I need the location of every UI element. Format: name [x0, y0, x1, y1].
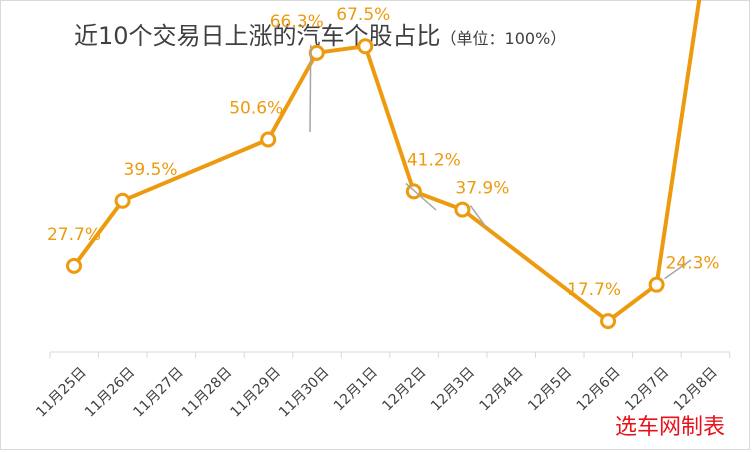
data-labels: 27.7% 39.5% 50.6% 66.3% 67.5% 41.2% 37.9% 17.7%… [47, 5, 720, 300]
data-label: 17.7% [567, 280, 621, 300]
chart-title: 近10个交易日上涨的汽车个股占比（单位：100%） [74, 22, 566, 50]
x-tick-label: 11月25日 [33, 364, 89, 420]
x-axis: 11月25日11月26日11月27日11月28日11月29日11月30日12月1… [33, 351, 731, 421]
data-label: 27.7% [47, 225, 101, 245]
data-point [66, 257, 82, 274]
data-label: 50.6% [229, 98, 283, 118]
x-tick-label: 11月30日 [276, 364, 332, 420]
data-label: 24.3% [666, 254, 720, 274]
chart-title-main: 近10个交易日上涨的汽车个股占比 [74, 22, 441, 50]
leader-line [664, 259, 692, 280]
series-line [72, 0, 702, 324]
x-tick-label: 12月5日 [525, 364, 575, 414]
data-point [308, 44, 325, 61]
x-tick-label: 12月3日 [428, 364, 478, 414]
x-tick-label: 11月26日 [82, 364, 138, 420]
leader-line [469, 205, 487, 228]
x-tick-label: 12月2日 [379, 364, 429, 414]
chart-title-unit: （单位：100%） [441, 29, 567, 48]
data-label: 37.9% [455, 179, 509, 199]
x-tick-label: 11月28日 [179, 364, 235, 420]
x-tick-label: 12月8日 [671, 364, 721, 414]
data-label: 67.5% [336, 5, 390, 25]
data-label: 39.5% [124, 160, 178, 180]
data-point [114, 192, 131, 209]
x-tick-label: 12月1日 [331, 364, 381, 414]
data-point [454, 201, 471, 218]
x-tick-label: 11月27日 [130, 364, 186, 420]
data-label: 41.2% [407, 150, 461, 170]
x-tick-label: 12月6日 [574, 364, 624, 414]
data-label: 66.3% [270, 12, 324, 32]
x-tick-label: 11月29日 [227, 364, 283, 420]
x-tick-label: 12月7日 [622, 364, 672, 414]
data-point [600, 313, 617, 330]
watermark: 选车网制表 [615, 415, 725, 440]
leader-line [309, 44, 312, 133]
series-layer [66, 0, 702, 330]
data-point [357, 38, 374, 55]
leader-line [405, 182, 437, 211]
x-tick-label: 12月4日 [477, 364, 527, 414]
data-point [260, 131, 277, 148]
data-point [648, 276, 665, 293]
